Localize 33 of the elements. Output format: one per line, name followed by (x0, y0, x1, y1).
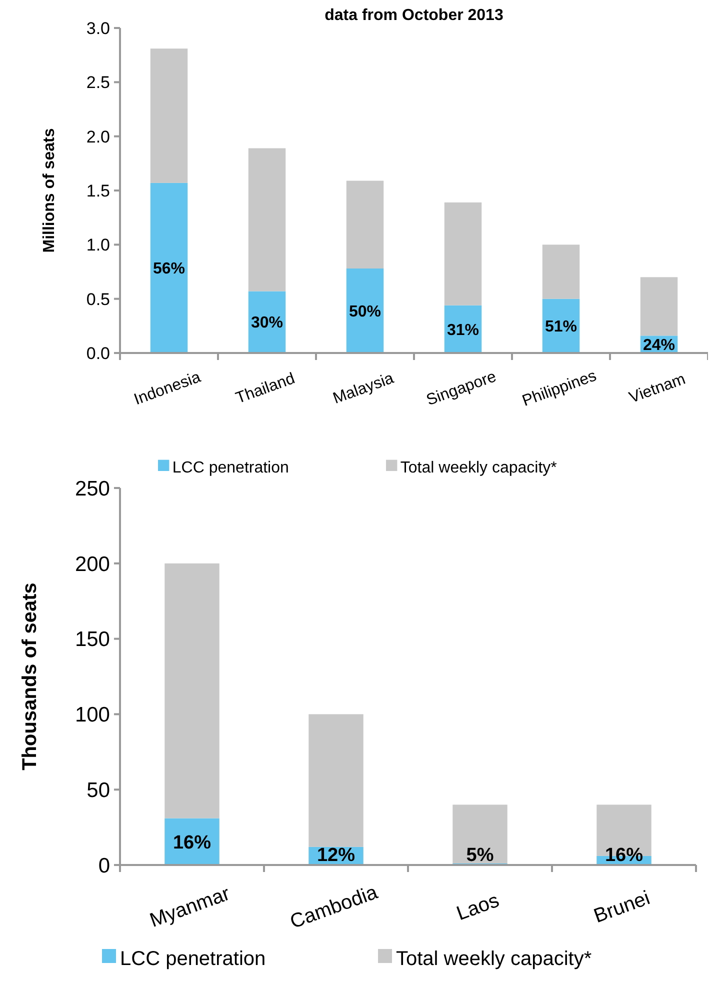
annotation: 50% (348, 303, 382, 320)
legend-label: Total weekly capacity* (400, 460, 557, 477)
y-tick-label: 200 (74, 552, 110, 576)
legend-label: Total weekly capacity* (396, 948, 592, 970)
y-tick-label: 0.5 (86, 290, 110, 309)
annotation: 24% (642, 336, 676, 354)
x-tick-label: Brunei (591, 887, 653, 928)
annotation: 31% (446, 322, 480, 339)
y-tick-label: 100 (74, 704, 110, 727)
annotation: 30% (250, 314, 284, 332)
y-tick-label: 1.0 (86, 236, 110, 255)
y-tick-label: 0 (98, 854, 110, 878)
annotation: 51% (544, 318, 578, 336)
x-tick-label: Vietnam (627, 370, 688, 407)
x-tick-label: Laos (454, 890, 502, 926)
y-tick-label: 2.5 (86, 73, 110, 92)
y-tick-label: 250 (74, 477, 110, 500)
y-tick-label: 2.0 (86, 127, 110, 146)
annotation: 16% (604, 845, 644, 866)
chart-title: data from October 2013 (324, 7, 504, 24)
y-tick-label: 1.5 (86, 181, 110, 200)
y-tick-label: 50 (86, 778, 110, 802)
y-axis-title: Millions of seats (41, 128, 58, 253)
y-tick-label: 0.0 (86, 344, 110, 363)
annotation: 5% (466, 845, 494, 866)
annotation: 56% (152, 260, 186, 278)
legend-label: LCC penetration (172, 460, 289, 477)
y-tick-label: 3.0 (86, 18, 110, 38)
y-tick-label: 150 (74, 628, 110, 652)
legend-label: LCC penetration (120, 948, 266, 970)
annotation: 16% (172, 832, 212, 854)
annotation: 12% (316, 845, 356, 866)
y-axis-title: Thousands of seats (19, 582, 41, 770)
